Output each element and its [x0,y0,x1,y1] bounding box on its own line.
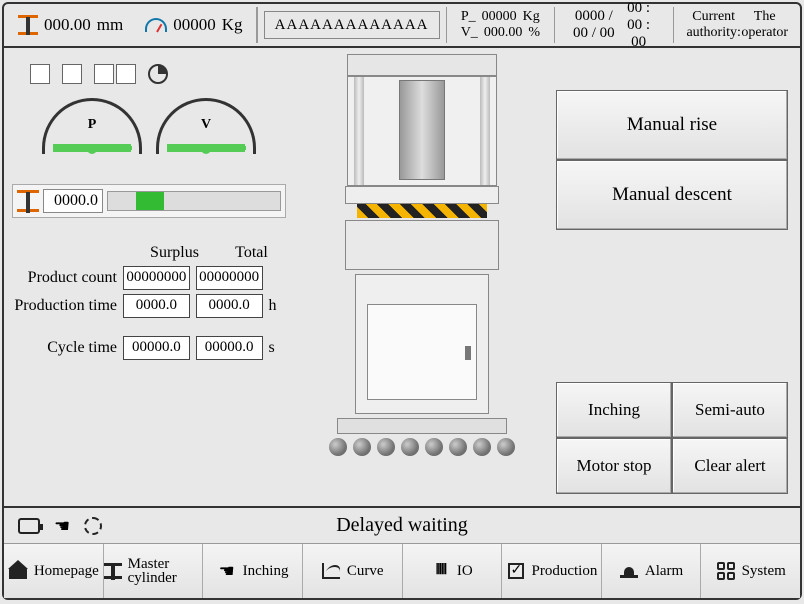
lbl-cycle-time: Cycle time [12,339,117,357]
nav-master-cylinder[interactable]: Master cylinder [104,544,204,598]
press-machine-graphic [337,54,507,434]
cycle-icon [84,517,102,535]
production-time-total: 0000.0 [196,294,263,318]
production-time-surplus: 0000.0 [123,294,190,318]
gauge-icon [145,18,167,32]
indicator-3b [116,64,136,84]
position-reading: 000.00 mm [10,7,131,43]
force-unit: Kg [222,15,243,35]
cycle-time-surplus: 00000.0 [123,336,190,360]
hdr-total: Total [217,244,286,262]
nav-alarm[interactable]: Alarm [602,544,702,598]
mode-buttons: Inching Semi-auto Motor stop Clear alert [556,382,788,494]
lbl-production-time: Production time [12,297,117,315]
pv-readout: P_00000Kg V_000.00% [453,7,548,43]
date: 0000 / 00 / 00 [569,8,618,42]
production-icon [508,563,524,579]
serial-display: AAAAAAAAAAAAA [264,11,440,39]
btn-manual-rise[interactable]: Manual rise [556,90,788,160]
product-count-surplus: 00000000 [123,266,190,290]
btn-manual-descent[interactable]: Manual descent [556,160,788,230]
indicator-2 [62,64,82,84]
gauge-v: V [156,98,256,154]
authority: Current authority: The operator [680,7,794,43]
slider-track[interactable] [107,191,281,211]
master-icon [104,563,122,579]
gauges: P V [12,98,286,154]
datetime: 0000 / 00 / 00 00 : 00 : 00 [561,7,667,43]
nav-homepage[interactable]: Homepage [4,544,104,598]
indicator-3a [94,64,114,84]
position-icon [18,15,38,35]
manual-buttons: Manual rise Manual descent [556,90,788,230]
curve-icon [322,563,340,579]
cycle-time-total: 00000.0 [196,336,263,360]
pie-indicator [148,64,168,84]
gauge-p: P [42,98,142,154]
nav-curve[interactable]: Curve [303,544,403,598]
position-slider[interactable]: 0000.0 [12,184,286,218]
btn-inching[interactable]: Inching [556,382,672,438]
auth-label: Current authority: [686,9,741,41]
unit-h: h [269,297,287,315]
top-bar: 000.00 mm 00000 Kg AAAAAAAAAAAAA P_00000… [4,4,800,48]
nav-bar: Homepage Master cylinder ☚ Inching Curve… [4,544,800,598]
status-text: Delayed waiting [144,514,660,537]
btn-motor-stop[interactable]: Motor stop [556,438,672,494]
unit-s: s [269,339,287,357]
system-icon [717,562,735,580]
btn-clear-alert[interactable]: Clear alert [672,438,788,494]
home-icon [9,563,27,579]
force-reading: 00000 Kg [137,7,250,43]
nav-inching[interactable]: ☚ Inching [203,544,303,598]
indicator-row [12,58,286,90]
alarm-icon [620,564,638,578]
io-icon: ⦀⦀ [431,561,451,581]
time: 00 : 00 : 00 [618,0,658,51]
hand-icon: ☚ [54,517,70,535]
slider-value: 0000.0 [43,189,103,213]
position-value: 000.00 [44,15,91,35]
auth-value: The operator [741,9,788,41]
inching-icon: ☚ [217,561,237,581]
lbl-product-count: Product count [12,269,117,287]
stats-block: Surplus Total Product count 00000000 000… [12,244,286,360]
indicator-1 [30,64,50,84]
status-bar: ☚ Delayed waiting [4,508,800,544]
force-value: 00000 [173,15,216,35]
btn-semi-auto[interactable]: Semi-auto [672,382,788,438]
nav-io[interactable]: ⦀⦀ IO [403,544,503,598]
hdr-surplus: Surplus [140,244,209,262]
press-icon [17,190,39,212]
nav-system[interactable]: System [701,544,800,598]
position-unit: mm [97,15,123,35]
nav-production[interactable]: Production [502,544,602,598]
product-count-total: 00000000 [196,266,263,290]
motor-icon [18,518,40,534]
